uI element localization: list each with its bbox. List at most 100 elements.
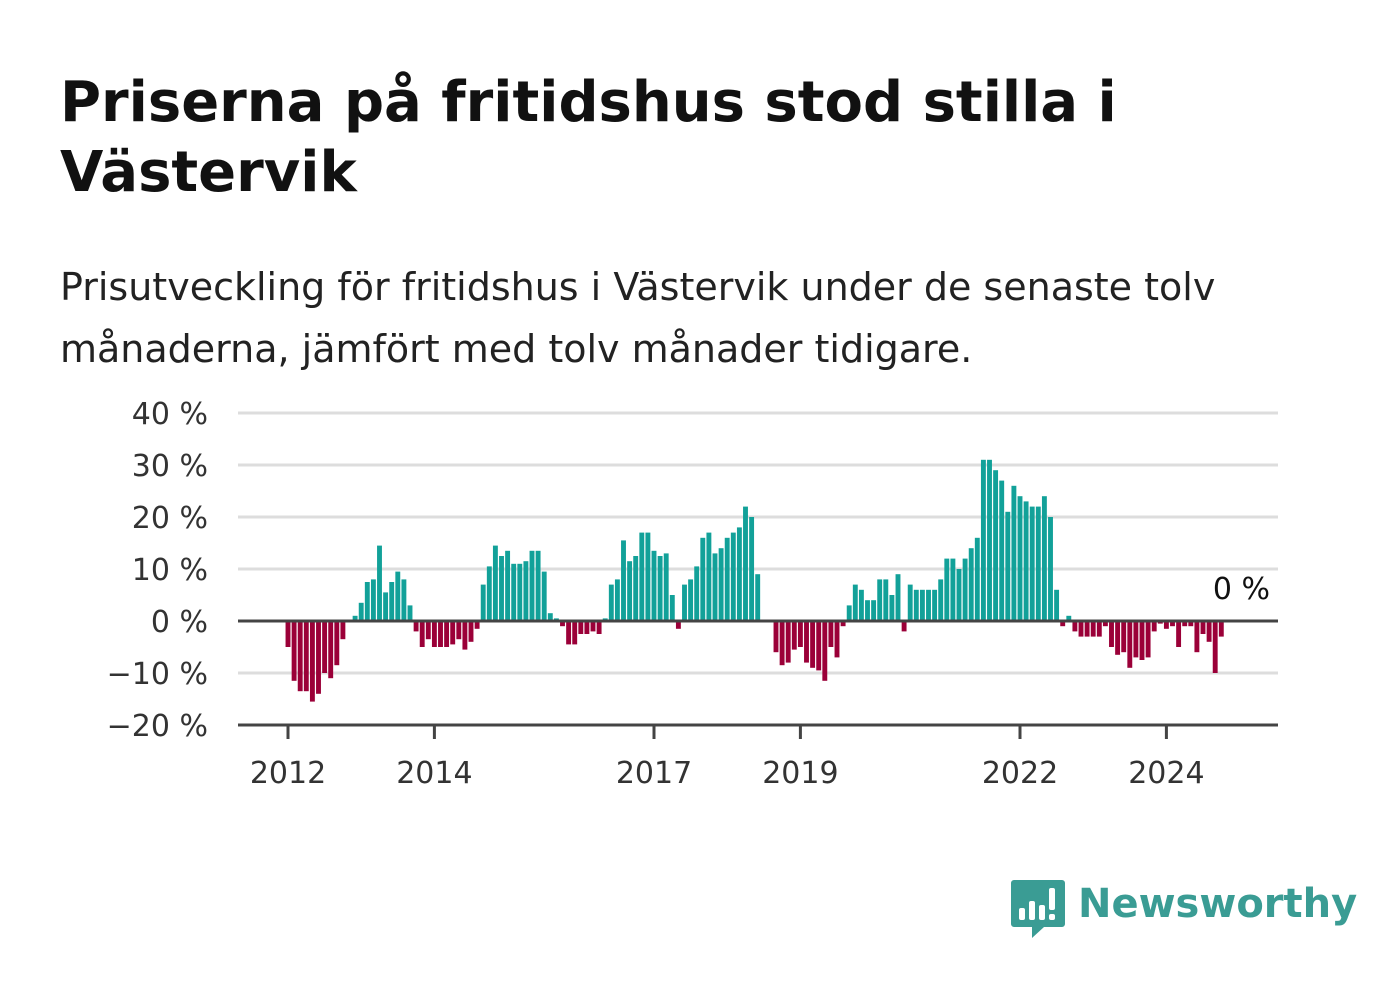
- y-tick-label: 20 %: [132, 501, 208, 536]
- bar: [1182, 621, 1188, 627]
- bar: [383, 592, 389, 621]
- bar: [590, 621, 596, 632]
- bar: [1139, 621, 1145, 660]
- bar: [852, 584, 858, 621]
- bar: [627, 561, 633, 621]
- bar: [309, 621, 315, 702]
- bar: [926, 589, 931, 621]
- bar: [968, 548, 974, 621]
- bar: [425, 621, 431, 640]
- bar: [1060, 621, 1066, 627]
- bar: [1188, 621, 1194, 627]
- bar: [474, 621, 480, 629]
- bar: [572, 621, 578, 645]
- bar: [1054, 589, 1060, 621]
- bar: [724, 537, 730, 621]
- chart-subtitle: Prisutveckling för fritidshus i Västervi…: [60, 265, 1216, 371]
- bar: [1218, 621, 1224, 637]
- bar: [322, 621, 328, 673]
- bar: [1011, 485, 1017, 621]
- y-tick-label: 30 %: [132, 449, 208, 484]
- bar: [828, 621, 834, 647]
- bar: [883, 579, 889, 621]
- y-tick-label: 0 %: [151, 605, 208, 640]
- bar: [413, 621, 419, 632]
- bar: [834, 621, 840, 658]
- bar: [913, 589, 919, 621]
- bar: [901, 621, 907, 632]
- bar: [688, 579, 694, 621]
- bar: [578, 621, 584, 634]
- bar: [1170, 621, 1175, 627]
- x-tick-label: 2017: [616, 756, 692, 791]
- chart-title: Priserna på fritidshus stod stilla i Väs…: [60, 70, 1117, 205]
- bar: [505, 550, 511, 621]
- bar: [706, 532, 712, 621]
- y-tick-label: −10 %: [107, 657, 208, 692]
- bar: [651, 550, 657, 621]
- bar: [389, 582, 395, 621]
- bar: [1029, 506, 1035, 621]
- bar: [468, 621, 474, 642]
- bar: [1090, 621, 1096, 637]
- bar: [810, 621, 816, 668]
- bar: [1176, 621, 1182, 647]
- bar: [499, 556, 504, 621]
- bar: [736, 527, 742, 621]
- bar: [492, 545, 498, 621]
- bar: [974, 537, 980, 621]
- bar: [712, 553, 718, 621]
- bar: [822, 621, 828, 681]
- bar: [419, 621, 425, 647]
- bar: [962, 558, 968, 621]
- bar: [718, 548, 724, 621]
- bar: [1206, 621, 1212, 642]
- bar: [584, 621, 590, 634]
- bar: [328, 621, 334, 679]
- bar: [1200, 621, 1206, 634]
- bar: [1048, 517, 1053, 621]
- bar: [334, 621, 340, 666]
- bar: [1115, 621, 1121, 655]
- bar: [730, 532, 736, 621]
- y-tick-label: 10 %: [132, 553, 208, 588]
- bar: [797, 621, 803, 647]
- bar: [865, 600, 870, 621]
- bar: [999, 480, 1005, 621]
- bar: [401, 579, 407, 621]
- y-tick-label: 40 %: [132, 397, 208, 432]
- bar: [291, 621, 297, 681]
- bar: [450, 621, 456, 645]
- bar: [1133, 621, 1139, 658]
- bar: [694, 566, 700, 621]
- bar: [316, 621, 321, 694]
- bar: [1127, 621, 1133, 668]
- bar: [1005, 511, 1011, 621]
- bar: [858, 589, 864, 621]
- newsworthy-logo-icon: [1011, 880, 1065, 938]
- bar: [480, 584, 486, 621]
- gridlines: [238, 411, 1278, 675]
- bar: [407, 605, 413, 621]
- bar: [1163, 621, 1169, 629]
- bar: [608, 584, 614, 621]
- bar: [645, 532, 651, 621]
- bar: [535, 550, 541, 621]
- bar: [358, 602, 364, 621]
- bar: [749, 517, 755, 621]
- bar: [956, 569, 962, 621]
- bar: [444, 621, 450, 647]
- bar: [743, 506, 748, 621]
- bar: [663, 553, 669, 621]
- bar: [840, 621, 846, 627]
- bar: [1212, 621, 1218, 673]
- x-tick-label: 2024: [1128, 756, 1204, 791]
- brand-name: Newsworthy: [1078, 881, 1358, 927]
- y-axis-ticks: −20 % −10 % 0 % 10 % 20 % 30 % 40 %: [107, 397, 208, 744]
- bar: [1121, 621, 1127, 653]
- bar: [529, 550, 535, 621]
- bar: [1109, 621, 1114, 647]
- bar: [340, 621, 346, 640]
- bar: [541, 571, 547, 621]
- bar: [907, 584, 913, 621]
